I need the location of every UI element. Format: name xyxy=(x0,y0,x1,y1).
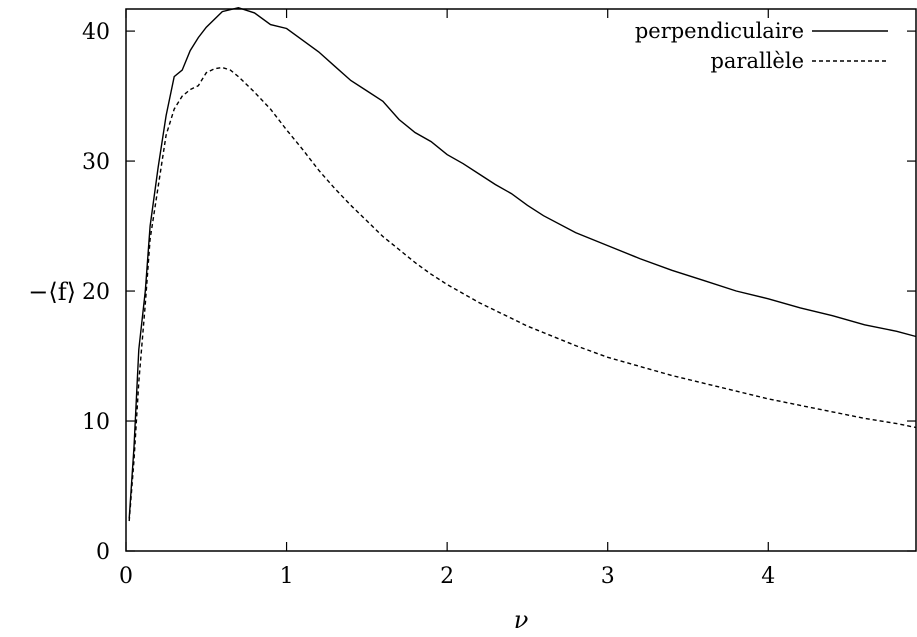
plot-frame xyxy=(125,8,917,552)
series-line-perpendiculaire xyxy=(128,6,917,519)
y-tick-label: 40 xyxy=(82,20,110,45)
x-tick-label: 3 xyxy=(601,564,615,589)
axis-ticks xyxy=(125,9,916,552)
x-tick-label: 1 xyxy=(280,564,294,589)
y-tick-label: 10 xyxy=(82,410,110,435)
y-tick-label: 20 xyxy=(82,280,110,305)
legend: perpendiculaire parallèle xyxy=(635,19,888,73)
series-line-parallèle xyxy=(128,66,917,522)
x-axis-label: ν xyxy=(514,606,529,634)
series-lines xyxy=(128,6,917,522)
legend-label: perpendiculaire xyxy=(635,19,804,43)
legend-label: parallèle xyxy=(710,49,804,73)
x-tick-label: 2 xyxy=(440,564,454,589)
y-axis-label: −⟨f⟩ xyxy=(28,278,76,306)
y-tick-label: 30 xyxy=(82,150,110,175)
x-tick-label: 0 xyxy=(119,564,133,589)
x-tick-label: 4 xyxy=(761,564,775,589)
y-tick-label: 0 xyxy=(96,540,110,565)
